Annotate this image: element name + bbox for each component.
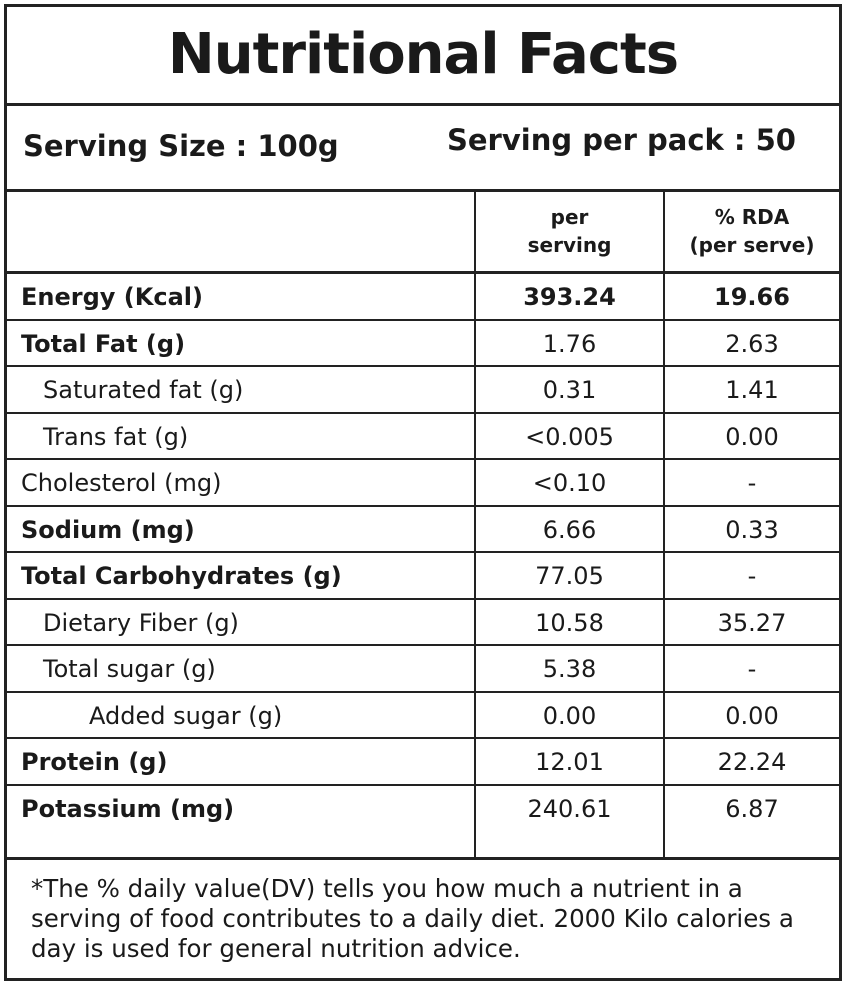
label-title: Nutritional Facts bbox=[167, 22, 679, 87]
table-row: Protein (g) 12.01 22.24 bbox=[7, 739, 839, 786]
column-divider bbox=[663, 189, 665, 857]
nutrient-name: Protein (g) bbox=[21, 748, 168, 776]
per-serving-value: <0.10 bbox=[532, 469, 607, 497]
footnote: *The % daily value(DV) tells you how muc… bbox=[31, 874, 794, 963]
title-section: Nutritional Facts bbox=[7, 7, 839, 106]
table-row: Added sugar (g) 0.00 0.00 bbox=[7, 693, 839, 739]
nutrient-name: Trans fat (g) bbox=[43, 422, 189, 451]
rda-value: 0.00 bbox=[725, 701, 779, 730]
per-serving-value: 0.00 bbox=[542, 701, 597, 730]
rda-value: - bbox=[747, 655, 757, 683]
rda-value: 6.87 bbox=[725, 794, 779, 823]
per-serving-value: 0.31 bbox=[542, 376, 597, 404]
nutrient-name: Dietary Fiber (g) bbox=[43, 608, 239, 637]
serving-section: Serving Size : 100g Serving per pack : 5… bbox=[7, 103, 839, 192]
table-row: Saturated fat (g) 0.31 1.41 bbox=[7, 367, 839, 414]
table-header-row: per serving % RDA (per serve) bbox=[7, 189, 839, 274]
nutrient-rows: Energy (Kcal) 393.24 19.66 Total Fat (g) 1.7… bbox=[7, 274, 839, 832]
table-row: Total Fat (g) 1.76 2.63 bbox=[7, 321, 839, 367]
table-row: Energy (Kcal) 393.24 19.66 bbox=[7, 274, 839, 321]
table-row: Dietary Fiber (g) 10.58 35.27 bbox=[7, 600, 839, 646]
rda-value: - bbox=[747, 469, 757, 497]
nutrient-name: Added sugar (g) bbox=[89, 701, 283, 730]
table-row: Cholesterol (mg) <0.10 - bbox=[7, 460, 839, 507]
table-row: Sodium (mg) 6.66 0.33 bbox=[7, 507, 839, 553]
per-serving-value: 12.01 bbox=[535, 748, 604, 776]
per-serving-value: 10.58 bbox=[535, 608, 604, 637]
table-row: Total Carbohydrates (g) 77.05 - bbox=[7, 553, 839, 600]
nutrition-label: Nutritional Facts Serving Size : 100g Se… bbox=[4, 4, 842, 981]
per-serving-value: <0.005 bbox=[525, 422, 614, 451]
nutrient-name: Sodium (mg) bbox=[21, 515, 195, 544]
nutrient-name: Cholesterol (mg) bbox=[21, 469, 222, 497]
table-row: Trans fat (g) <0.005 0.00 bbox=[7, 414, 839, 460]
rda-value: 0.00 bbox=[725, 422, 779, 451]
per-serving-value: 1.76 bbox=[542, 329, 597, 358]
rda-value: 0.33 bbox=[725, 515, 779, 544]
rda-value: 22.24 bbox=[717, 748, 787, 776]
nutrient-name: Saturated fat (g) bbox=[43, 376, 244, 404]
nutrient-name: Energy (Kcal) bbox=[21, 283, 203, 311]
nutrient-name: Total Fat (g) bbox=[21, 329, 186, 358]
rda-value: 19.66 bbox=[714, 283, 790, 311]
column-divider bbox=[474, 189, 476, 857]
per-serving-value: 393.24 bbox=[523, 283, 616, 311]
serving-size: Serving Size : 100g bbox=[23, 129, 339, 163]
nutrient-name: Potassium (mg) bbox=[21, 794, 235, 823]
header-per-serving: per serving bbox=[527, 205, 612, 257]
nutrient-name: Total sugar (g) bbox=[43, 655, 216, 683]
header-rda: % RDA (per serve) bbox=[689, 205, 815, 257]
rda-value: 2.63 bbox=[725, 329, 779, 358]
nutrient-name: Total Carbohydrates (g) bbox=[21, 562, 342, 590]
per-serving-value: 77.05 bbox=[535, 562, 604, 590]
rda-value: 1.41 bbox=[725, 376, 779, 404]
nutrient-table: per serving % RDA (per serve) Energy (Kcal… bbox=[7, 189, 839, 860]
rda-value: 35.27 bbox=[717, 608, 787, 637]
table-row: Potassium (mg) 240.61 6.87 bbox=[7, 786, 839, 833]
table-row: Total sugar (g) 5.38 - bbox=[7, 646, 839, 693]
per-serving-value: 6.66 bbox=[542, 515, 597, 544]
serving-per-pack: Serving per pack : 50 bbox=[447, 123, 796, 157]
per-serving-value: 240.61 bbox=[527, 794, 612, 823]
per-serving-value: 5.38 bbox=[542, 655, 597, 683]
footnote-section: *The % daily value(DV) tells you how muc… bbox=[7, 860, 839, 978]
rda-value: - bbox=[747, 562, 757, 590]
